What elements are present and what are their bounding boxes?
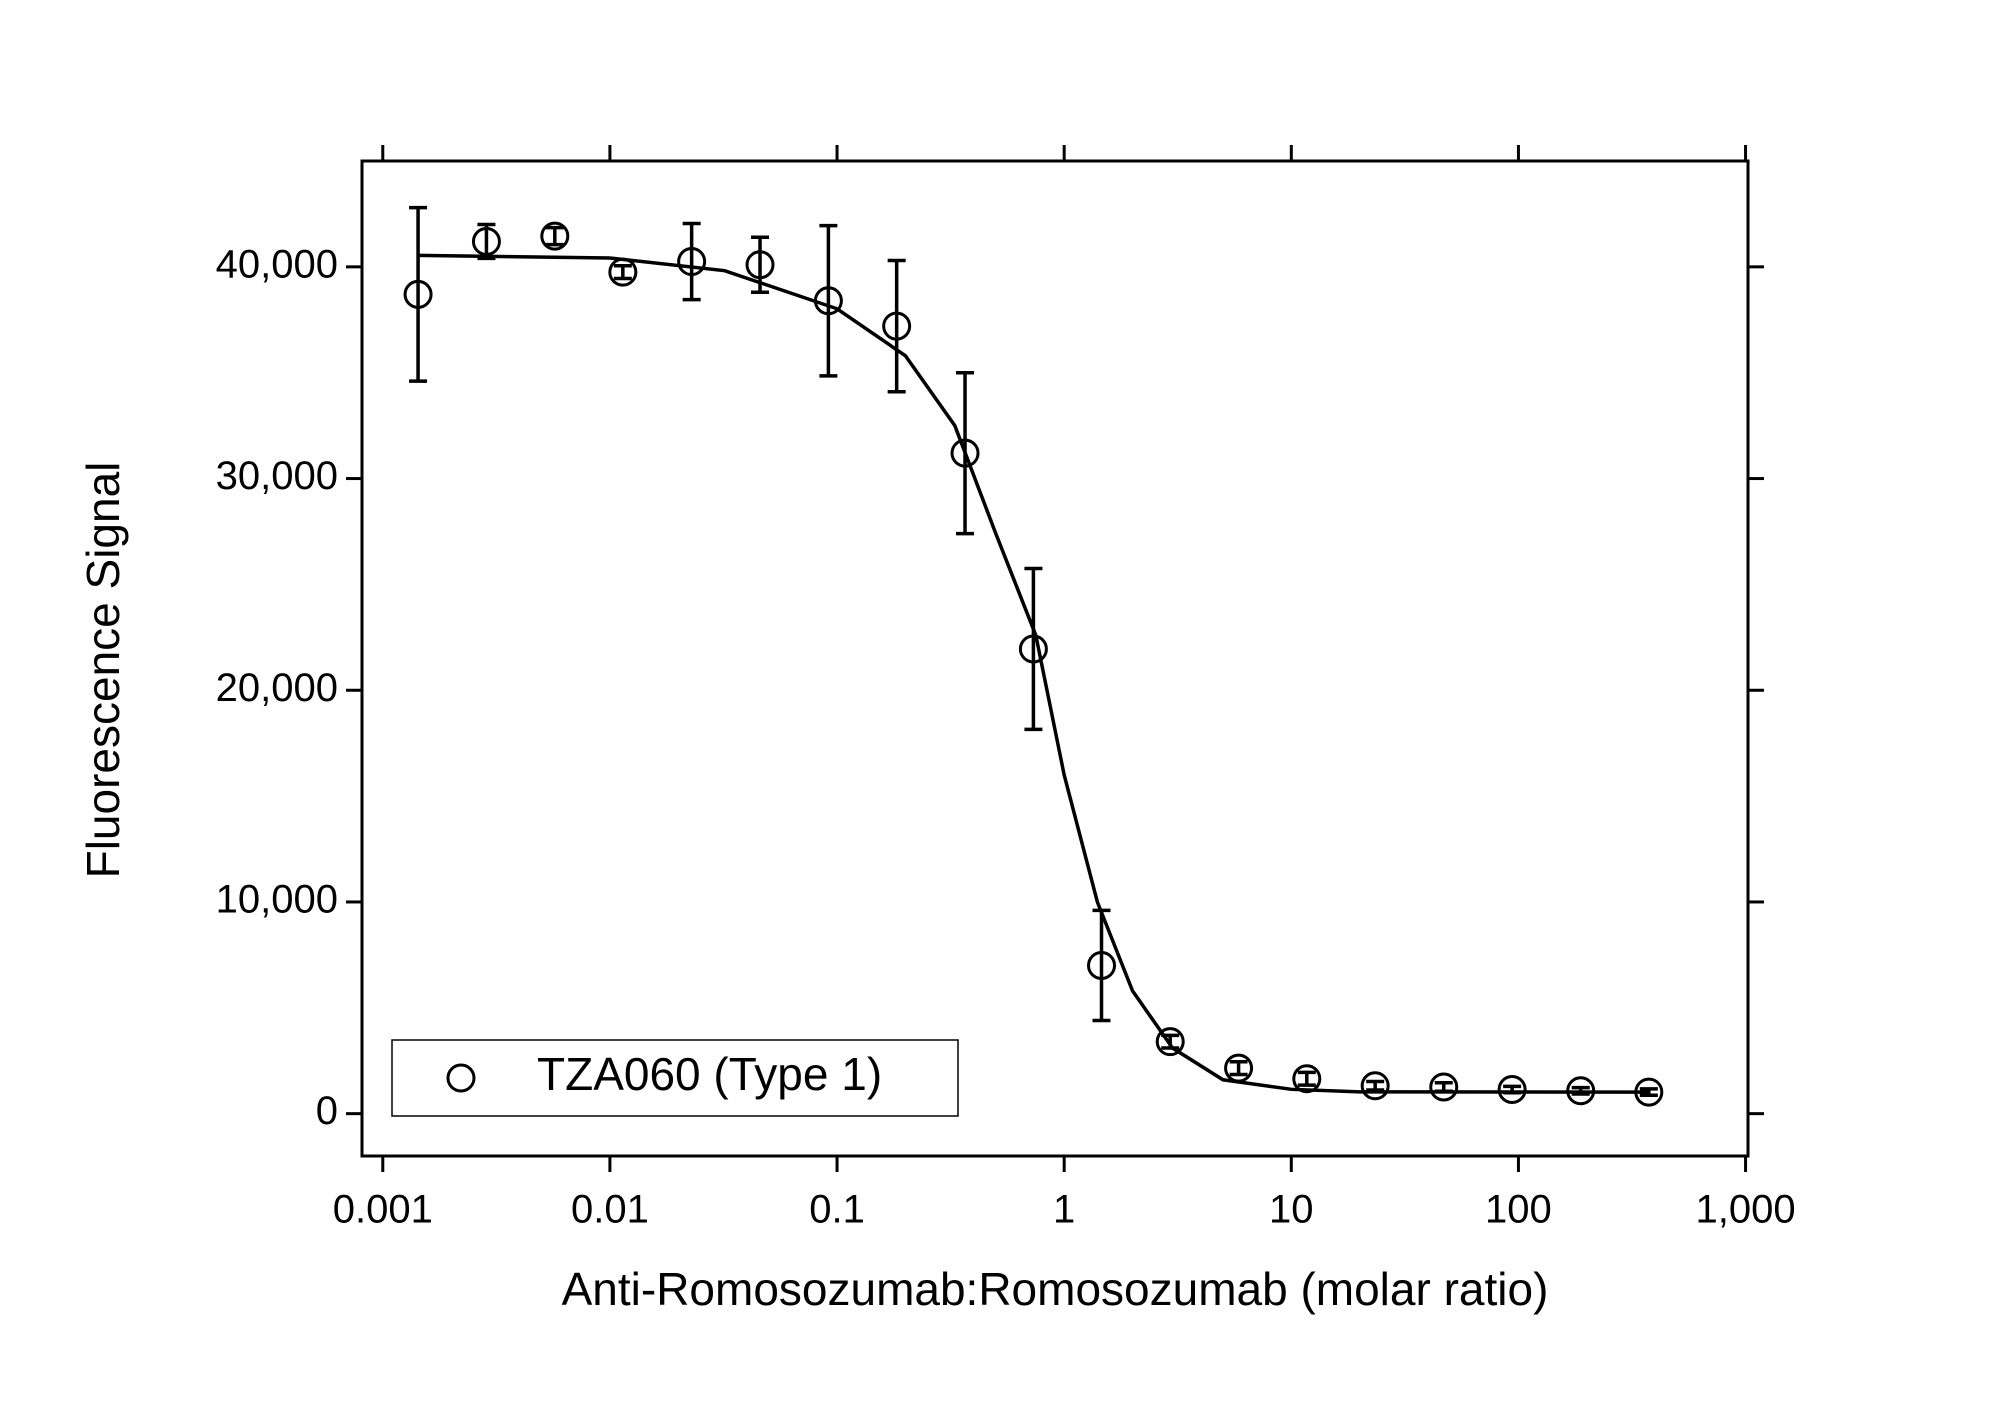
legend-box — [391, 1039, 959, 1117]
y-tick-label: 10,000 — [216, 878, 338, 922]
error-bar — [477, 222, 496, 261]
data-point — [1497, 1075, 1527, 1105]
error-bar — [613, 264, 632, 281]
error-bar — [1434, 1081, 1453, 1093]
error-bar — [956, 370, 975, 536]
x-axis-title: Anti-Romosozumab:Romosozumab (molar rati… — [562, 1263, 1549, 1315]
error-bar — [1639, 1087, 1658, 1097]
y-tick-label: 30,000 — [216, 454, 338, 498]
data-point — [1018, 634, 1048, 664]
error-bar — [1571, 1085, 1590, 1096]
data-point — [1087, 950, 1117, 980]
legend-label: TZA060 (Type 1) — [537, 1048, 882, 1100]
error-bar — [409, 205, 428, 383]
y-tick-label: 40,000 — [216, 242, 338, 286]
y-axis-title: Fluorescence Signal — [77, 462, 129, 879]
legend-marker — [446, 1063, 476, 1093]
error-bar — [1092, 908, 1111, 1023]
x-tick-label: 10 — [1269, 1188, 1314, 1232]
y-tick-label: 0 — [316, 1089, 338, 1133]
error-bar — [1366, 1079, 1385, 1092]
error-bar — [1229, 1060, 1248, 1077]
data-point — [882, 311, 912, 341]
data-point — [1429, 1072, 1459, 1102]
data-point — [608, 257, 638, 287]
data-point — [1634, 1077, 1664, 1107]
data-point — [1224, 1053, 1254, 1083]
data-point — [540, 221, 570, 251]
error-bar — [1297, 1070, 1316, 1087]
y-tick-label: 20,000 — [216, 666, 338, 710]
plot-frame — [360, 159, 1750, 1158]
x-tick-label: 0.001 — [333, 1188, 433, 1232]
x-tick-label: 100 — [1485, 1188, 1552, 1232]
error-bar — [887, 258, 906, 394]
error-bar — [1161, 1033, 1180, 1050]
error-bar — [819, 223, 838, 378]
error-bar — [1024, 566, 1043, 732]
x-tick-label: 0.01 — [571, 1188, 649, 1232]
data-point — [1360, 1071, 1390, 1101]
error-bar — [751, 235, 770, 295]
error-bar — [545, 225, 564, 247]
data-point — [677, 247, 707, 277]
error-bar — [682, 221, 701, 302]
error-bar — [1503, 1084, 1522, 1095]
data-point — [745, 250, 775, 280]
data-point — [1292, 1064, 1322, 1094]
x-tick-label: 0.1 — [809, 1188, 865, 1232]
data-point — [471, 226, 501, 256]
data-point — [813, 286, 843, 316]
data-point — [1155, 1027, 1185, 1057]
x-tick-label: 1,000 — [1696, 1188, 1796, 1232]
data-point — [1566, 1076, 1596, 1106]
fit-curve — [418, 253, 1649, 1094]
x-tick-label: 1 — [1053, 1188, 1075, 1232]
data-point — [403, 279, 433, 309]
data-point — [950, 438, 980, 468]
